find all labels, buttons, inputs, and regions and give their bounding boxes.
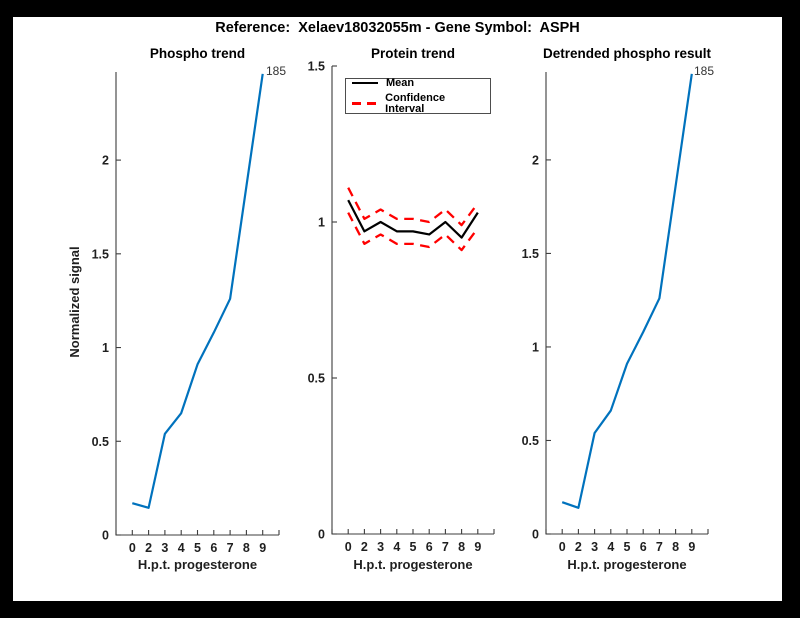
chart1-end-value-label: 185: [266, 64, 287, 78]
y-tick-label: 1.5: [308, 60, 325, 74]
chart3-title: Detrended phospho result: [542, 46, 711, 61]
y-tick-label: 2: [532, 153, 539, 167]
chart1-xlabel: H.p.t. progesterone: [137, 557, 258, 572]
x-tick-label: 7: [227, 541, 234, 555]
y-tick-label: 0.5: [522, 434, 539, 448]
y-tick-label: 1: [102, 341, 109, 355]
mean-line-swatch: [352, 82, 378, 84]
y-tick-label: 0: [318, 528, 325, 542]
legend-item-confidence-interval-label: Confidence Interval: [385, 91, 446, 115]
confidence-interval-line-swatch: [352, 102, 378, 105]
series-line-phospho-signal: [131, 73, 264, 509]
chart-2-plot: 0 2 3 4 5 6 7 8 900.511.5: [308, 60, 495, 554]
y-tick-label: 1: [532, 340, 539, 354]
x-tick-label: 3: [591, 540, 598, 554]
x-tick-label: 0: [345, 540, 352, 554]
x-tick-label: 0: [129, 541, 136, 555]
y-tick-label: 0: [532, 528, 539, 542]
x-tick-label: 4: [393, 540, 400, 554]
figure-title: Reference: Xelaev18032055m - Gene Symbol…: [215, 20, 580, 36]
x-tick-label: 7: [442, 540, 449, 554]
x-tick-label: 7: [656, 540, 663, 554]
x-tick-label: 8: [458, 540, 465, 554]
x-tick-label: 5: [410, 540, 417, 554]
chart1-title: Phospho trend: [149, 46, 246, 61]
chart2-title: Protein trend: [370, 46, 455, 61]
chart3-xlabel: H.p.t. progesterone: [567, 557, 687, 572]
chart2-xlabel: H.p.t. progesterone: [353, 557, 473, 572]
x-tick-label: 3: [161, 541, 168, 555]
axis-lines: [115, 72, 279, 536]
x-tick-label: 2: [575, 540, 582, 554]
x-tick-label: 9: [688, 540, 695, 554]
x-tick-label: 2: [145, 541, 152, 555]
x-tick-label: 9: [474, 540, 481, 554]
chart3-end-value-label: 185: [694, 64, 715, 78]
series-line-confidence-interval-lower: [347, 212, 479, 252]
legend-box: Mean Confidence Interval: [345, 76, 491, 115]
x-tick-label: 8: [672, 540, 679, 554]
y-tick-label: 1: [318, 216, 325, 230]
x-tick-label: 0: [559, 540, 566, 554]
x-tick-label: 9: [259, 541, 266, 555]
axis-lines: [331, 66, 494, 535]
axis-lines: [545, 72, 708, 535]
plots-svg: 0 2 3 4 5 6 7 8 900.511.520 2 3 4 5 6 7 8 900.511.50 2 3 4 5…: [92, 60, 709, 555]
x-tick-label: 8: [243, 541, 250, 555]
y-tick-label: 1.5: [92, 247, 109, 261]
x-tick-label: 6: [426, 540, 433, 554]
x-tick-label: 5: [624, 540, 631, 554]
x-tick-label: 2: [361, 540, 368, 554]
y-tick-label: 0: [102, 529, 109, 543]
legend-item-mean: Mean: [352, 76, 484, 89]
y-tick-label: 0.5: [308, 372, 325, 386]
series-line-confidence-interval-upper: [347, 187, 479, 227]
x-tick-label: 6: [640, 540, 647, 554]
legend-item-mean-label: Mean: [386, 76, 415, 89]
x-tick-label: 6: [210, 541, 217, 555]
x-tick-label: 4: [607, 540, 614, 554]
x-tick-label: 5: [194, 541, 201, 555]
x-tick-label: 3: [377, 540, 384, 554]
x-tick-label: 4: [178, 541, 185, 555]
y-tick-label: 1.5: [522, 247, 539, 261]
y-tick-label: 0.5: [92, 435, 109, 449]
chart-3-plot: 0 2 3 4 5 6 7 8 900.511.52: [522, 72, 709, 554]
legend-item-confidence-interval: Confidence Interval: [352, 91, 484, 115]
series-line-Mean: [347, 199, 479, 239]
series-line-detrended-phospho-signal: [561, 73, 693, 509]
figure-canvas: Reference: Xelaev18032055m - Gene Symbol…: [13, 17, 782, 601]
chart1-ylabel: Normalized signal: [67, 246, 82, 358]
chart-1-plot: 0 2 3 4 5 6 7 8 900.511.52: [92, 72, 280, 555]
y-tick-label: 2: [102, 154, 109, 168]
